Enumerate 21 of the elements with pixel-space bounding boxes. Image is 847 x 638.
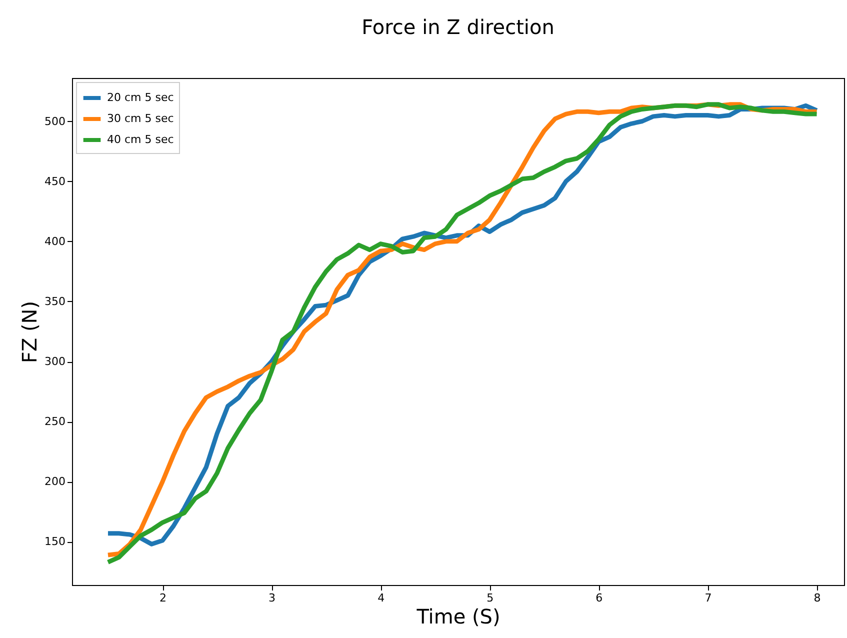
chart-title: Force in Z direction [362,15,554,39]
legend-label: 20 cm 5 sec [107,91,174,104]
x-tick-label: 4 [378,592,385,604]
y-tick-label: 250 [44,415,66,428]
x-axis-title: Time (S) [416,604,500,628]
y-tick-label: 450 [44,174,66,188]
x-tick-label: 7 [704,592,712,604]
x-tick-label: 5 [486,592,494,604]
y-tick-label: 150 [44,535,66,548]
y-tick-label: 300 [44,355,66,368]
y-tick-label: 400 [44,234,66,248]
x-tick-label: 8 [814,592,821,604]
x-tick-label: 2 [160,592,167,604]
legend-label: 30 cm 5 sec [107,112,174,125]
x-tick-label: 3 [268,592,276,604]
x-tick-label: 6 [596,592,603,604]
y-axis-title: FZ (N) [18,300,42,364]
y-tick-label: 500 [44,114,66,128]
y-tick-label: 350 [44,294,66,308]
legend-label: 40 cm 5 sec [107,133,174,146]
y-tick-label: 200 [44,475,66,488]
